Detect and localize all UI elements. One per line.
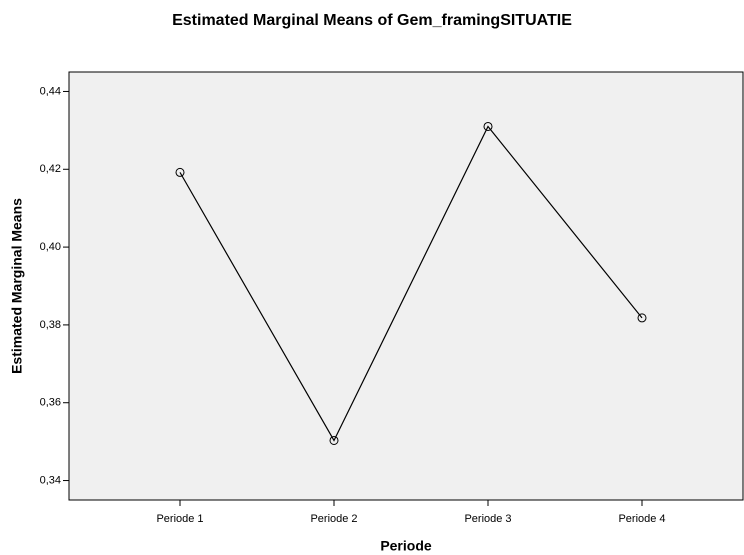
y-tick-label: 0,40	[40, 241, 61, 253]
x-tick-label: Periode 4	[618, 513, 665, 525]
chart-title: Estimated Marginal Means of Gem_framingS…	[172, 12, 572, 29]
line	[179, 125, 643, 442]
point	[637, 313, 647, 323]
point	[175, 167, 185, 177]
plot-area	[68, 71, 744, 501]
point	[483, 121, 493, 131]
point	[329, 435, 339, 445]
x-tick-label: Periode 2	[310, 513, 357, 525]
y-tick-label: 0,44	[40, 85, 61, 97]
x-tick-label: Periode 1	[156, 513, 203, 525]
y-axis-title: Estimated Marginal Means	[9, 198, 25, 374]
y-tick-label: 0,42	[40, 163, 61, 175]
x-tick-label: Periode 3	[464, 513, 511, 525]
x-axis-title: Periode	[380, 538, 432, 554]
y-tick-label: 0,36	[40, 397, 61, 409]
y-tick-label: 0,34	[40, 474, 61, 486]
y-tick-label: 0,38	[40, 319, 61, 331]
